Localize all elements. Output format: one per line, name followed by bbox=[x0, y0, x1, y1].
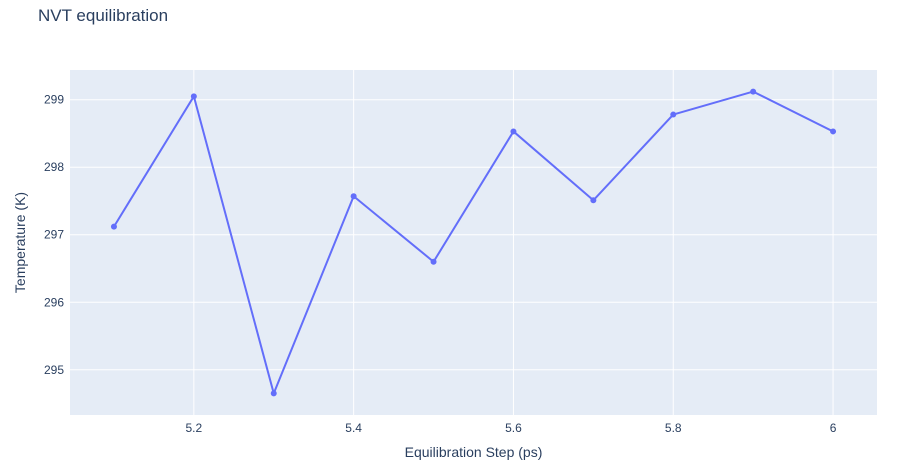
x-tick-label: 5.8 bbox=[665, 421, 682, 435]
tick-labels: 5.2 5.4 5.6 5.8 6 295 296 297 298 299 bbox=[44, 93, 837, 435]
y-tick-label: 299 bbox=[44, 93, 64, 107]
data-point[interactable] bbox=[590, 197, 597, 204]
data-point[interactable] bbox=[270, 390, 277, 397]
x-tick-label: 5.2 bbox=[186, 421, 203, 435]
x-tick-label: 5.6 bbox=[505, 421, 522, 435]
data-point[interactable] bbox=[430, 258, 437, 265]
series-line bbox=[113, 90, 834, 395]
grid-lines bbox=[70, 70, 877, 415]
data-series bbox=[110, 88, 837, 397]
data-point[interactable] bbox=[190, 93, 197, 100]
data-point[interactable] bbox=[830, 128, 837, 135]
plot-area bbox=[70, 70, 877, 415]
data-point[interactable] bbox=[670, 111, 677, 118]
data-point[interactable] bbox=[110, 223, 117, 230]
x-tick-label: 5.4 bbox=[345, 421, 362, 435]
y-tick-label: 298 bbox=[44, 160, 64, 174]
data-point[interactable] bbox=[350, 193, 357, 200]
y-tick-label: 297 bbox=[44, 228, 64, 242]
y-tick-label: 296 bbox=[44, 295, 64, 309]
y-axis-label: Temperature (K) bbox=[12, 192, 28, 293]
x-axis-label: Equilibration Step (ps) bbox=[405, 444, 543, 460]
x-tick-label: 6 bbox=[830, 421, 837, 435]
y-tick-label: 295 bbox=[44, 363, 64, 377]
data-point[interactable] bbox=[510, 128, 517, 135]
data-point[interactable] bbox=[750, 88, 757, 95]
chart-title: NVT equilibration bbox=[38, 6, 168, 25]
